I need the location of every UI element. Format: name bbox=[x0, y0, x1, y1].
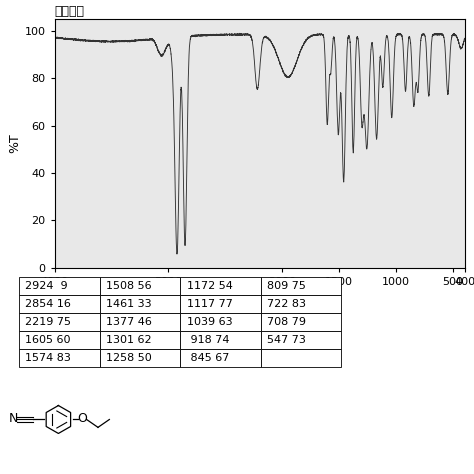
Text: 石蜡糊法: 石蜡糊法 bbox=[55, 5, 84, 18]
X-axis label: 波数/cm⁻¹: 波数/cm⁻¹ bbox=[236, 290, 283, 302]
Text: N: N bbox=[9, 412, 18, 425]
Text: O: O bbox=[77, 412, 87, 425]
Y-axis label: %T: %T bbox=[9, 134, 22, 153]
